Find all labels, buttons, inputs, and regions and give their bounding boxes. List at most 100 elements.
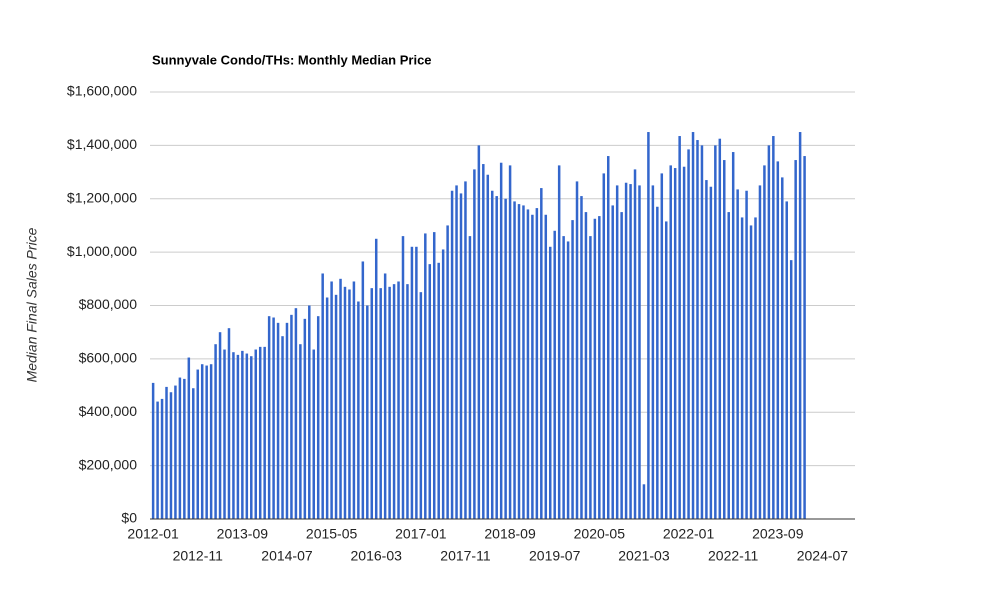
- bar: [633, 169, 637, 520]
- bar: [495, 196, 498, 520]
- bar: [669, 165, 672, 519]
- bar: [696, 140, 699, 519]
- bar: [263, 346, 266, 519]
- bar: [798, 132, 802, 519]
- bar: [781, 177, 784, 519]
- bar: [312, 349, 316, 519]
- bar: [388, 286, 391, 519]
- bar: [763, 165, 766, 519]
- bar: [615, 185, 619, 519]
- bar: [482, 164, 485, 519]
- bar: [678, 136, 681, 520]
- y-tick-label: $200,000: [79, 456, 138, 472]
- x-tick-label: 2014-07: [261, 548, 313, 564]
- y-tick-label: $1,400,000: [67, 136, 137, 152]
- bar: [374, 238, 378, 519]
- bar: [767, 145, 771, 519]
- bar: [178, 377, 182, 519]
- bar: [731, 152, 735, 519]
- bar: [522, 205, 525, 519]
- bar: [745, 190, 748, 519]
- bar: [450, 190, 454, 519]
- bar: [308, 305, 311, 519]
- y-tick-label: $1,000,000: [67, 243, 137, 259]
- bar: [709, 186, 713, 519]
- x-tick-label: 2013-09: [217, 526, 269, 542]
- bar: [406, 284, 409, 519]
- bar: [665, 221, 668, 519]
- bar: [424, 233, 427, 519]
- bar: [517, 204, 521, 519]
- bar: [776, 161, 780, 519]
- bar: [361, 261, 365, 519]
- bar: [223, 349, 226, 519]
- bar: [343, 286, 347, 519]
- bar: [165, 386, 168, 519]
- bar: [397, 281, 400, 519]
- bar: [660, 173, 664, 519]
- bar: [553, 230, 556, 519]
- bar: [727, 212, 730, 519]
- x-tick-label: 2012-11: [173, 548, 224, 564]
- bar: [624, 182, 628, 520]
- bar: [258, 346, 262, 519]
- bar: [441, 249, 445, 520]
- bar: [366, 305, 369, 519]
- bar: [531, 214, 534, 519]
- y-tick-label: $800,000: [79, 296, 138, 312]
- bar: [321, 273, 324, 519]
- bar: [477, 145, 481, 519]
- x-tick-label: 2017-11: [440, 548, 491, 564]
- bar: [294, 308, 298, 519]
- bar: [415, 246, 418, 519]
- y-axis-label: Median Final Sales Price: [24, 227, 40, 382]
- bar: [357, 301, 360, 519]
- bar: [303, 318, 307, 519]
- bar: [227, 328, 231, 519]
- bar: [236, 354, 240, 519]
- bar: [540, 188, 543, 519]
- bar: [316, 316, 320, 519]
- bar: [285, 322, 289, 519]
- bar: [673, 168, 677, 519]
- bar: [348, 289, 351, 519]
- x-tick-label: 2023-09: [752, 526, 804, 542]
- bar: [629, 184, 632, 519]
- bar: [682, 166, 686, 519]
- bar: [276, 322, 280, 519]
- bar: [593, 218, 597, 519]
- bar: [352, 281, 356, 519]
- y-tick-label: $400,000: [79, 403, 138, 419]
- bar: [339, 278, 342, 519]
- bar: [785, 201, 788, 519]
- bar: [789, 260, 793, 519]
- bar: [196, 369, 199, 519]
- x-tick-label: 2022-11: [708, 548, 759, 564]
- bar: [437, 262, 440, 519]
- bar: [504, 198, 507, 519]
- bar: [611, 205, 614, 519]
- bar: [723, 160, 726, 519]
- bar: [267, 316, 271, 519]
- bar: [602, 173, 606, 519]
- bar: [794, 160, 797, 519]
- bar: [290, 314, 293, 519]
- bar: [200, 364, 204, 519]
- bar: [508, 165, 512, 519]
- bar: [183, 378, 186, 519]
- bar: [557, 165, 561, 519]
- bar: [705, 180, 708, 519]
- bar: [330, 281, 333, 519]
- bar: [151, 382, 155, 519]
- bar: [383, 273, 387, 519]
- bar: [571, 220, 574, 519]
- bar: [754, 217, 757, 519]
- bar: [205, 365, 208, 519]
- bar: [499, 162, 503, 520]
- bar: [468, 236, 472, 520]
- bar: [486, 174, 490, 519]
- bar: [607, 156, 610, 520]
- bar: [656, 206, 659, 519]
- bar: [584, 212, 588, 519]
- bar: [281, 336, 284, 519]
